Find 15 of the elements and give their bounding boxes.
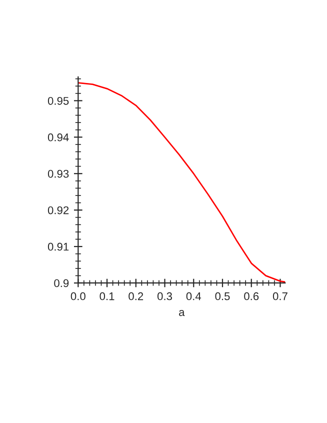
- x-tick-label: 0.0: [70, 292, 86, 300]
- x-tick-label: 0.3: [157, 292, 172, 300]
- y-tick-label: 0.94: [48, 133, 69, 142]
- y-tick-label: 0.91: [48, 242, 69, 251]
- x-tick-label: 0.5: [215, 292, 230, 300]
- y-tick-label: 0.92: [48, 206, 69, 214]
- x-tick-label: 0.2: [128, 292, 144, 300]
- x-tick-label: 0.6: [244, 292, 259, 300]
- y-tick-label: 0.93: [48, 170, 69, 178]
- x-tick-label: 0.4: [186, 292, 202, 300]
- x-tick-label: 0.7: [272, 292, 288, 300]
- y-tick-label: 0.9: [54, 279, 69, 288]
- x-axis-title: a: [179, 310, 185, 316]
- x-tick-label: 0.1: [100, 292, 114, 300]
- y-tick-label: 0.95: [48, 96, 69, 105]
